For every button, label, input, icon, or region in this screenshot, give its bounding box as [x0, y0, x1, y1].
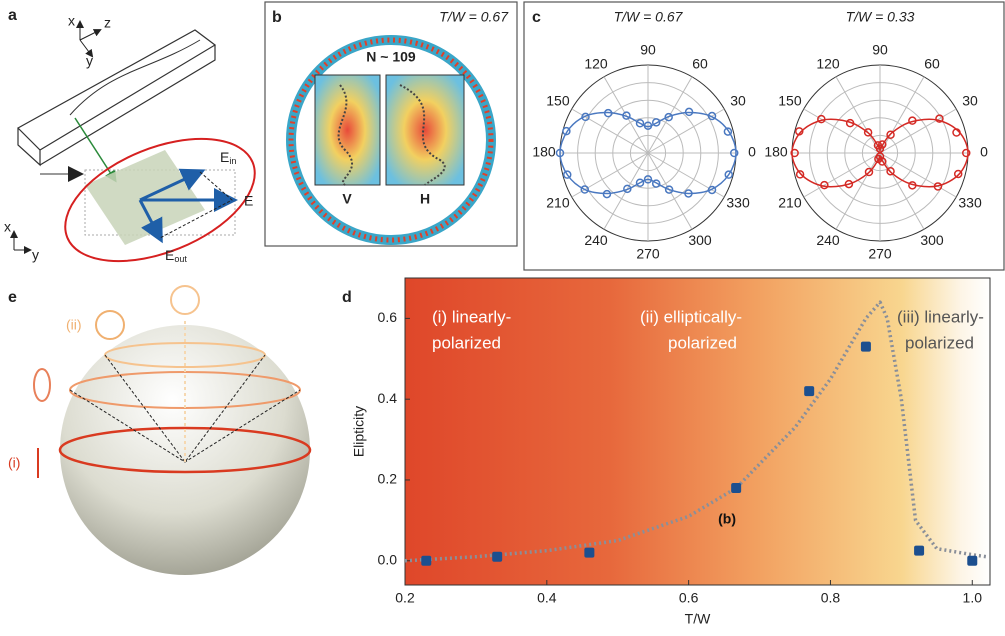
axis-label: x: [68, 13, 75, 29]
angle-label: 270: [636, 246, 660, 262]
y-tick-label: 0.0: [378, 551, 398, 567]
angle-label: 210: [778, 195, 802, 211]
angle-label: 180: [764, 144, 788, 160]
axis-label: y: [32, 247, 39, 263]
data-point: [861, 342, 871, 352]
angle-label: 60: [692, 55, 708, 71]
axis-label: z: [104, 15, 111, 31]
label: (ii): [66, 317, 82, 333]
label: E: [244, 193, 253, 209]
data-point: [584, 548, 594, 558]
label: E: [165, 247, 174, 263]
grid-spoke: [880, 77, 924, 153]
data-point: [492, 552, 502, 562]
panel-b: b T/W = 0.67 N ~ 109 V H: [265, 2, 517, 246]
annotation: polarized: [668, 333, 737, 352]
data-point: [731, 483, 741, 493]
data-point: [797, 171, 804, 178]
angle-label: 240: [816, 232, 840, 248]
label: Ein: [220, 149, 236, 167]
subscript: in: [229, 156, 236, 166]
y-axis-label: Elipticity: [351, 406, 367, 457]
angle-label: 150: [778, 93, 802, 109]
data-point: [914, 546, 924, 556]
subscript: out: [174, 254, 187, 264]
panel-letter: a: [8, 7, 17, 24]
polar-chart: T/W = 0.67 0 30 60 90 120 150 180 210 240 270 300 33…: [532, 9, 756, 262]
angle-label: 0: [980, 144, 988, 160]
annotation: polarized: [432, 333, 501, 352]
axis-label: y: [86, 53, 93, 69]
panel-frame: [524, 2, 1004, 270]
panel-letter: b: [272, 9, 282, 26]
y-tick-label: 0.4: [378, 390, 398, 406]
data-point: [421, 556, 431, 566]
grid-spoke: [604, 153, 648, 229]
grid-spoke: [648, 77, 692, 153]
x-tick-label: 0.6: [679, 590, 699, 606]
chart-title: T/W = 0.67: [614, 9, 684, 25]
angle-label: 60: [924, 55, 940, 71]
annotation: polarized: [905, 333, 974, 352]
angle-label: 300: [688, 232, 712, 248]
inset: [386, 75, 464, 185]
x-tick-label: 0.4: [537, 590, 557, 606]
angle-label: 90: [872, 42, 888, 58]
angle-label: 330: [958, 195, 982, 211]
polarization-icon: [171, 286, 199, 314]
angle-label: 30: [730, 93, 746, 109]
annotation: (ii) elliptically-: [640, 307, 742, 326]
figure: a x z y E Ein Eout x y b T/W = 0.67 N ~ …: [0, 0, 1005, 631]
inset-label: V: [342, 191, 352, 207]
panel-letter: c: [532, 9, 541, 26]
grid-spoke: [880, 153, 924, 229]
x-tick-label: 0.2: [395, 590, 415, 606]
angle-label: 300: [920, 232, 944, 248]
angle-label: 0: [748, 144, 756, 160]
angle-label: 120: [584, 55, 608, 71]
label: E: [220, 149, 229, 165]
angle-label: 240: [584, 232, 608, 248]
data-point: [967, 556, 977, 566]
annotation: (iii) linearly-: [897, 307, 984, 326]
x-tick-label: 0.8: [821, 590, 841, 606]
scatter-chart: (i) linearly-polarized (ii) elliptically-…: [351, 278, 990, 627]
chart-title: T/W = 0.33: [846, 9, 915, 25]
panel-title: T/W = 0.67: [439, 9, 509, 25]
axis-label: x: [4, 219, 11, 235]
y-tick-label: 0.6: [378, 309, 398, 325]
panel-letter: d: [342, 289, 352, 306]
axis-arrow: [80, 30, 100, 40]
angle-label: 330: [726, 195, 750, 211]
grid-spoke: [572, 153, 648, 197]
angle-label: 90: [640, 42, 656, 58]
angle-label: 150: [546, 93, 570, 109]
x-tick-label: 1.0: [963, 590, 983, 606]
angle-label: 270: [868, 246, 892, 262]
polar-chart: T/W = 0.33 0 30 60 90 120 150 180 210 240 270 300 33…: [764, 9, 988, 262]
angle-label: 120: [816, 55, 840, 71]
mode-number: N ~ 109: [366, 49, 416, 65]
annotation: (b): [718, 511, 736, 527]
inset: [315, 75, 380, 185]
panel-e: e (ii) (i): [8, 286, 310, 575]
panel-letter: e: [8, 289, 17, 306]
inset-label: H: [420, 191, 430, 207]
angle-label: 180: [532, 144, 556, 160]
polarization-icon: [96, 311, 124, 339]
grid-spoke: [836, 153, 880, 229]
panel-a: a x z y E Ein Eout x y: [4, 7, 272, 285]
polarization-icon: [34, 369, 50, 401]
angle-label: 210: [546, 195, 570, 211]
label: (i): [8, 455, 20, 471]
annotation: (i) linearly-: [432, 307, 511, 326]
y-tick-label: 0.2: [378, 471, 398, 487]
data-point: [804, 386, 814, 396]
grid-spoke: [648, 109, 724, 153]
x-axis-label: T/W: [685, 611, 711, 627]
angle-label: 30: [962, 93, 978, 109]
grid-spoke: [836, 77, 880, 153]
grid-spoke: [804, 109, 880, 153]
waveguide: [18, 30, 215, 165]
